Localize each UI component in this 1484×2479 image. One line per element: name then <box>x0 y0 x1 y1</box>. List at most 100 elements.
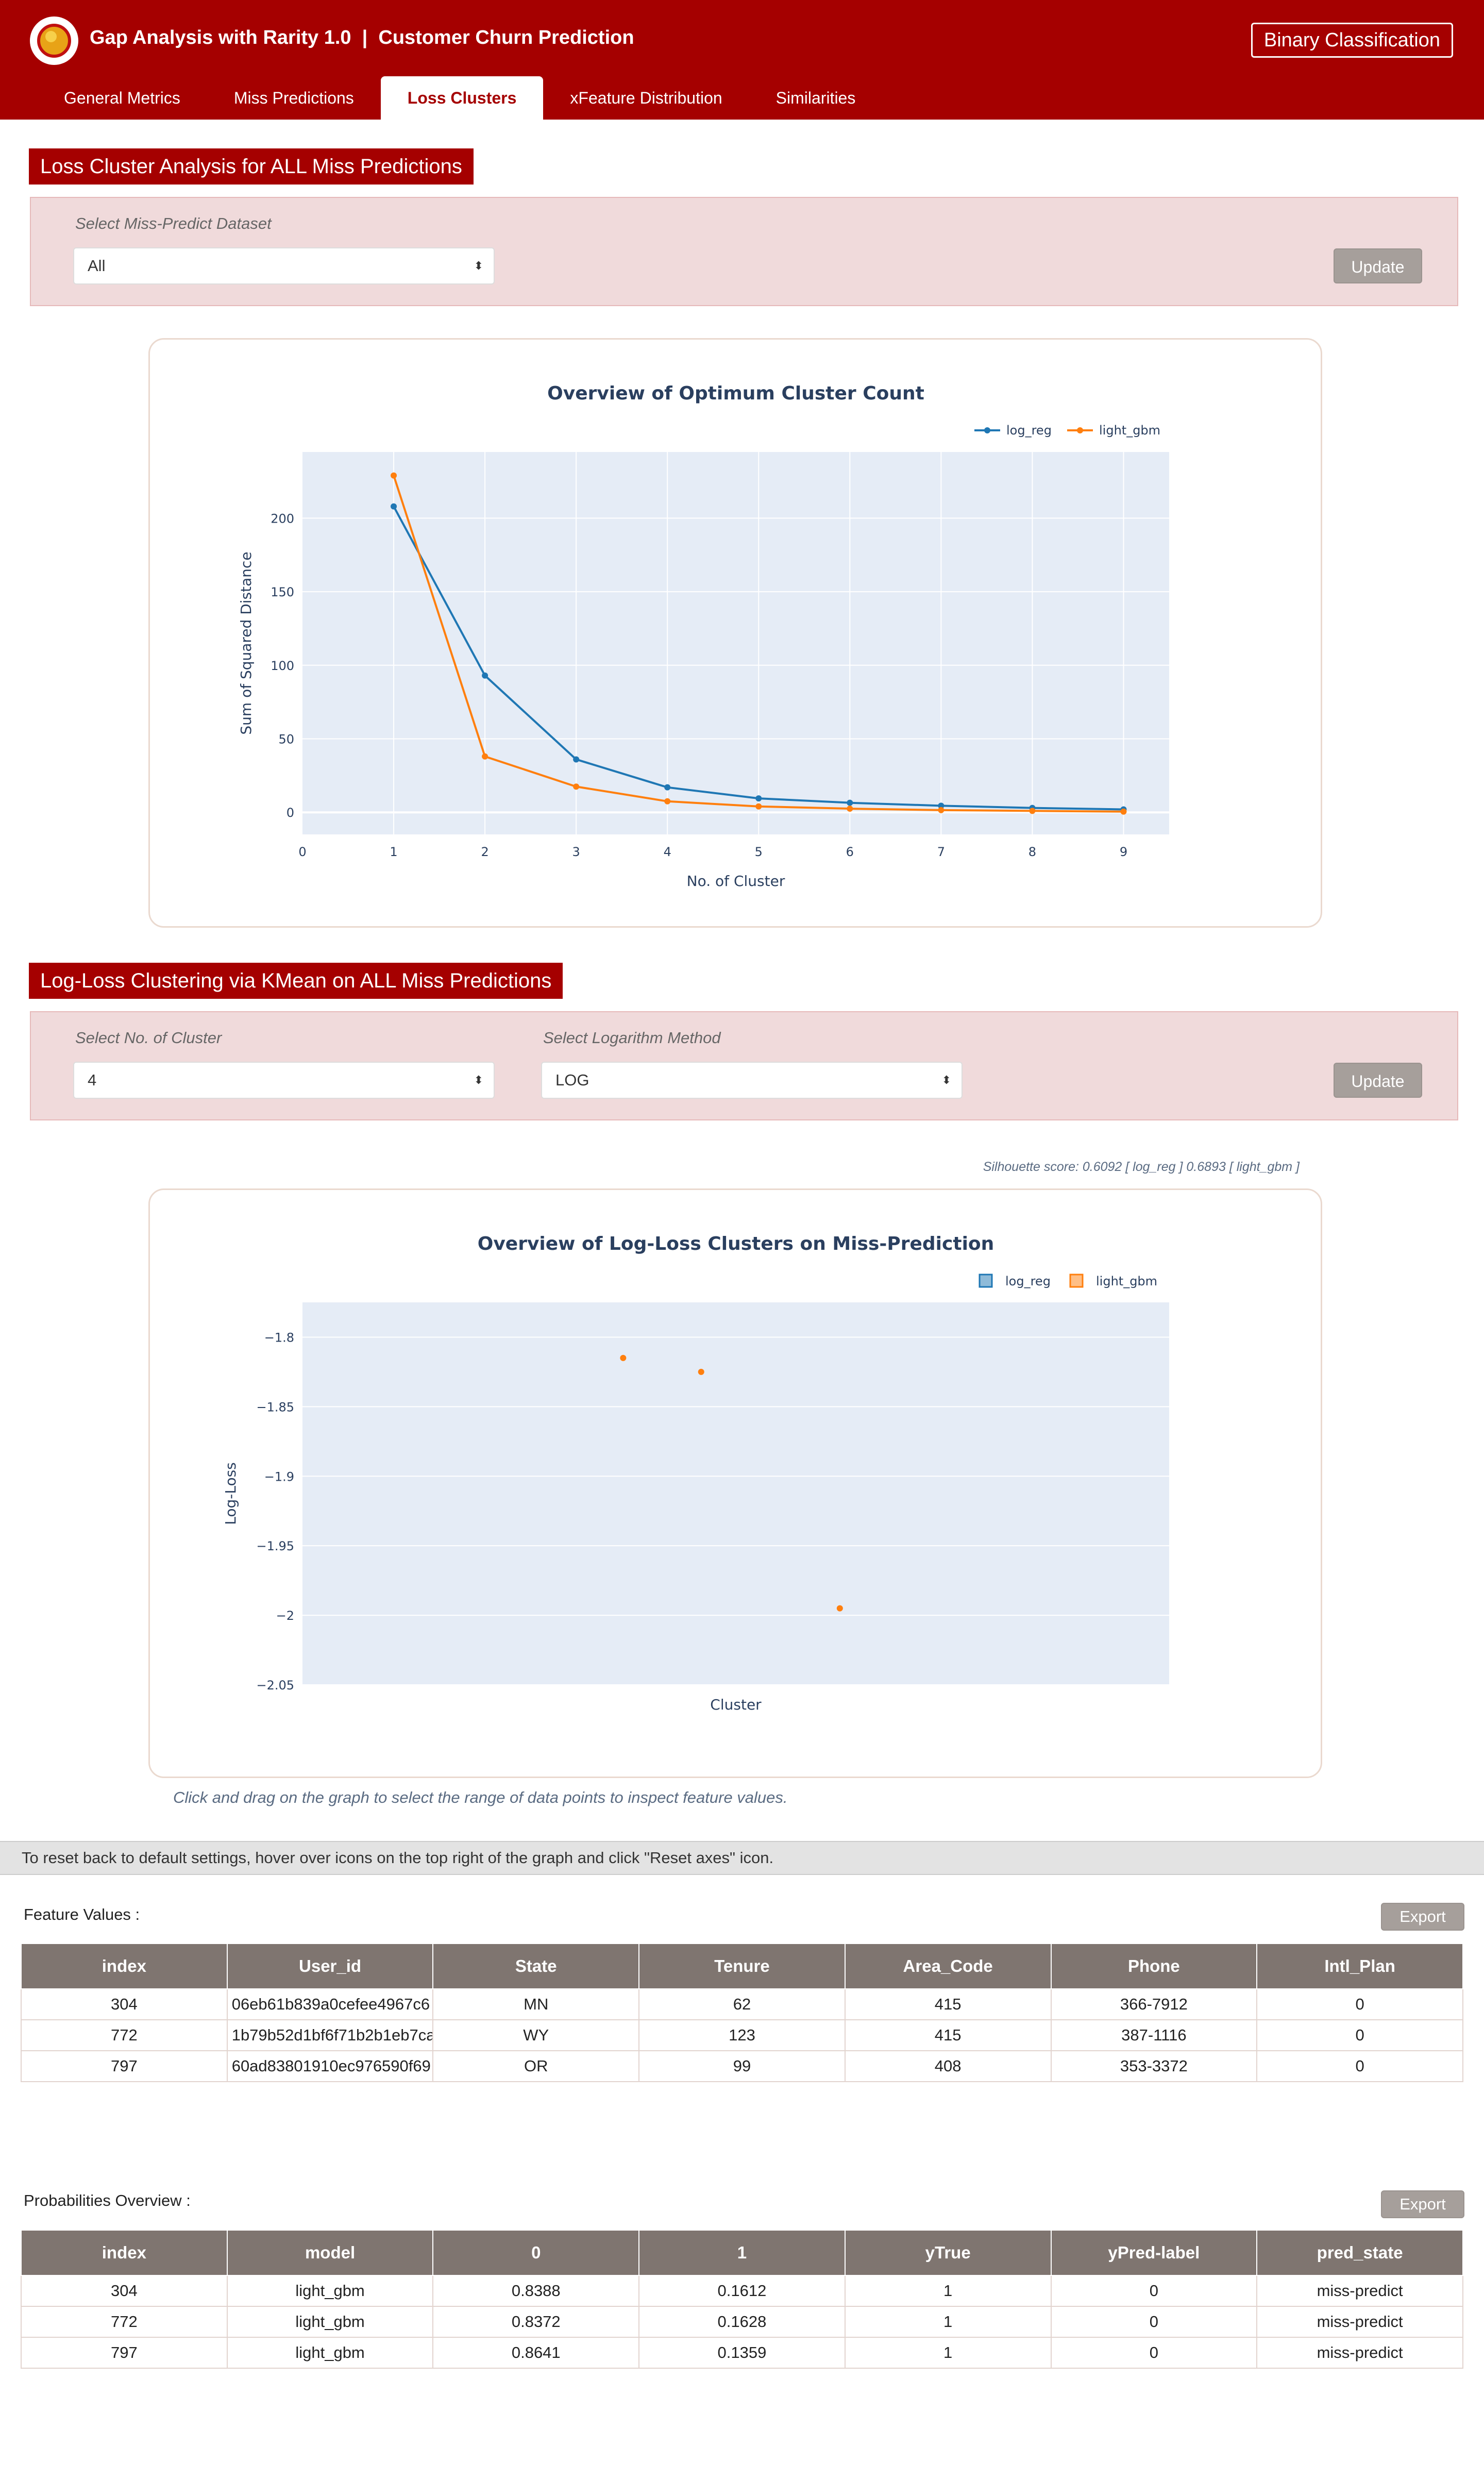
logloss-clusters-chart-card: Overview of Log-Loss Clusters on Miss-Pr… <box>148 1188 1322 1778</box>
data-point-light_gbm <box>755 803 762 810</box>
table-cell: light_gbm <box>226 2306 434 2338</box>
table-cell: 304 <box>21 1988 228 2020</box>
y-tick-label: 50 <box>278 732 294 747</box>
column-header[interactable]: Area_Code <box>844 1943 1052 1989</box>
data-point-light_gbm <box>836 1605 843 1612</box>
chart-title: Overview of Log-Loss Clusters on Miss-Pr… <box>478 1233 994 1254</box>
legend-marker-log_reg <box>984 427 990 433</box>
column-header[interactable]: yPred-label <box>1050 2230 1258 2276</box>
column-header[interactable]: User_id <box>226 1943 434 1989</box>
y-tick-label: −1.8 <box>264 1330 294 1345</box>
table-row[interactable]: 772 1b79b52d1bf6f71b2b1eb7ca WY 123 415 387-1… <box>21 2019 1463 2051</box>
data-point-light_gbm <box>482 753 488 760</box>
column-header[interactable]: model <box>226 2230 434 2276</box>
legend-label-log_reg: log_reg <box>1006 423 1052 438</box>
tab-general-metrics[interactable]: General Metrics <box>64 89 180 107</box>
data-point-log_reg <box>938 802 945 809</box>
table-cell: 60ad83801910ec976590f69 <box>226 2050 434 2082</box>
dataset-select[interactable]: All ⬍ <box>73 247 495 284</box>
x-tick-label: 3 <box>572 845 580 859</box>
dataset-select-label: Select Miss-Predict Dataset <box>75 214 272 232</box>
table-cell: 772 <box>21 2019 228 2051</box>
y-axis-label: Log-Loss <box>222 1462 239 1525</box>
y-tick-label: −1.95 <box>256 1539 294 1553</box>
table-row[interactable]: 304 light_gbm 0.8388 0.1612 1 0 miss-predict <box>21 2275 1463 2307</box>
x-tick-label: 0 <box>298 845 306 859</box>
cluster-control-panel: Select No. of Cluster 4 ⬍ Select Logarit… <box>30 1011 1458 1120</box>
table-cell: 0.1612 <box>638 2275 846 2307</box>
table-cell: 366-7912 <box>1050 1988 1258 2020</box>
table-cell: 0 <box>1050 2306 1258 2338</box>
table-cell: 06eb61b839a0cefee4967c6 <box>226 1988 434 2020</box>
data-point-light_gbm <box>620 1354 627 1361</box>
table-row[interactable]: 797 60ad83801910ec976590f69 OR 99 408 353-337… <box>21 2050 1463 2082</box>
feature-values-table: index User_id State Tenure Area_Code Phone Int… <box>21 1943 1463 2082</box>
chart-title: Overview of Optimum Cluster Count <box>547 383 924 404</box>
update-button[interactable]: Update <box>1334 248 1422 283</box>
x-tick-label: 5 <box>755 845 763 859</box>
plot-area <box>302 452 1169 834</box>
column-header[interactable]: State <box>432 1943 640 1989</box>
table-cell: WY <box>432 2019 640 2051</box>
legend-marker-light_gbm <box>1077 427 1083 433</box>
x-tick-label: 8 <box>1028 845 1036 859</box>
legend-label-light_gbm: light_gbm <box>1096 1274 1157 1288</box>
cluster-count-chart[interactable]: Overview of Optimum Cluster Count0501001… <box>150 340 1324 929</box>
data-point-light_gbm <box>664 798 671 805</box>
table-row[interactable]: 797 light_gbm 0.8641 0.1359 1 0 miss-predict <box>21 2337 1463 2369</box>
column-header[interactable]: index <box>21 1943 228 1989</box>
tab-loss-clusters[interactable]: Loss Clusters <box>380 76 544 120</box>
classification-badge: Binary Classification <box>1251 23 1453 58</box>
table-cell: 1 <box>844 2306 1052 2338</box>
table-cell: miss-predict <box>1256 2306 1463 2338</box>
data-point-log_reg <box>573 756 580 763</box>
probabilities-label: Probabilities Overview : <box>24 2191 191 2209</box>
table-row[interactable]: 772 light_gbm 0.8372 0.1628 1 0 miss-predict <box>21 2306 1463 2338</box>
table-cell: light_gbm <box>226 2275 434 2307</box>
column-header[interactable]: pred_state <box>1256 2230 1463 2276</box>
section-title-logloss-clustering: Log-Loss Clustering via KMean on ALL Mis… <box>29 963 563 999</box>
probabilities-table: index model 0 1 yTrue yPred-label pred_state 3… <box>21 2230 1463 2369</box>
table-cell: 0 <box>1050 2275 1258 2307</box>
data-point-log_reg <box>391 503 397 510</box>
table-cell: 797 <box>21 2337 228 2369</box>
cluster-count-value: 4 <box>88 1071 97 1089</box>
y-tick-label: 150 <box>271 585 294 599</box>
tab-bar: General Metrics Miss Predictions Loss Cl… <box>37 76 882 120</box>
x-tick-label: 1 <box>390 845 397 859</box>
table-cell: 415 <box>844 2019 1052 2051</box>
table-row[interactable]: 304 06eb61b839a0cefee4967c6 MN 62 415 366-791… <box>21 1988 1463 2020</box>
table-cell: 0.8388 <box>432 2275 640 2307</box>
logloss-clusters-chart[interactable]: Overview of Log-Loss Clusters on Miss-Pr… <box>150 1190 1324 1780</box>
data-point-light_gbm <box>1120 808 1127 815</box>
table-cell: 62 <box>638 1988 846 2020</box>
y-tick-label: −1.85 <box>256 1400 294 1414</box>
table-cell: 0.1628 <box>638 2306 846 2338</box>
column-header[interactable]: index <box>21 2230 228 2276</box>
column-header[interactable]: Phone <box>1050 1943 1258 1989</box>
y-tick-label: 200 <box>271 511 294 526</box>
tab-miss-predictions[interactable]: Miss Predictions <box>233 89 354 107</box>
update-button[interactable]: Update <box>1334 1063 1422 1098</box>
legend-marker-light_gbm <box>1069 1274 1084 1288</box>
cluster-count-select[interactable]: 4 ⬍ <box>73 1062 495 1099</box>
tab-similarities[interactable]: Similarities <box>775 89 856 107</box>
section-title-loss-cluster: Loss Cluster Analysis for ALL Miss Predi… <box>29 148 474 185</box>
table-header-row: index model 0 1 yTrue yPred-label pred_state <box>21 2230 1463 2276</box>
column-header[interactable]: Tenure <box>638 1943 846 1989</box>
log-method-select[interactable]: LOG ⬍ <box>541 1062 963 1099</box>
column-header[interactable]: yTrue <box>844 2230 1052 2276</box>
dataset-select-value: All <box>88 257 106 275</box>
table-cell: 1 <box>844 2275 1052 2307</box>
export-probabilities-button[interactable]: Export <box>1381 2190 1464 2218</box>
table-cell: 0 <box>1256 1988 1463 2020</box>
data-point-log_reg <box>755 795 762 802</box>
column-header[interactable]: Intl_Plan <box>1256 1943 1463 1989</box>
x-tick-label: 4 <box>664 845 671 859</box>
column-header[interactable]: 0 <box>432 2230 640 2276</box>
data-point-log_reg <box>664 784 671 791</box>
column-header[interactable]: 1 <box>638 2230 846 2276</box>
tab-xfeature-distribution[interactable]: xFeature Distribution <box>570 89 722 107</box>
export-feature-values-button[interactable]: Export <box>1381 1903 1464 1931</box>
table-cell: 772 <box>21 2306 228 2338</box>
